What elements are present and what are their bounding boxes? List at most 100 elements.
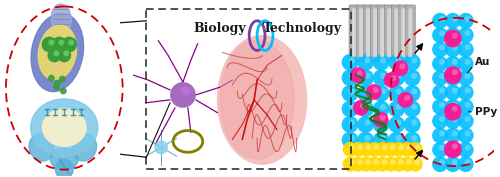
Circle shape: [353, 100, 369, 116]
Circle shape: [364, 57, 370, 63]
Circle shape: [181, 86, 191, 96]
Circle shape: [342, 116, 358, 133]
Circle shape: [400, 142, 414, 157]
Circle shape: [366, 84, 382, 100]
Circle shape: [445, 56, 461, 72]
Circle shape: [382, 144, 388, 150]
Circle shape: [445, 13, 461, 29]
Circle shape: [452, 130, 458, 136]
Circle shape: [408, 142, 422, 157]
Circle shape: [54, 80, 61, 87]
Circle shape: [452, 33, 458, 39]
Circle shape: [458, 42, 473, 57]
Circle shape: [432, 13, 448, 29]
FancyBboxPatch shape: [384, 5, 394, 61]
Circle shape: [439, 145, 445, 151]
FancyBboxPatch shape: [370, 5, 380, 61]
Ellipse shape: [52, 4, 71, 34]
Circle shape: [406, 144, 412, 150]
Circle shape: [432, 99, 448, 115]
Circle shape: [458, 142, 473, 158]
Circle shape: [357, 116, 374, 133]
Circle shape: [342, 85, 358, 102]
Circle shape: [68, 39, 74, 45]
Circle shape: [464, 102, 470, 108]
Circle shape: [464, 59, 470, 65]
Circle shape: [439, 130, 445, 136]
Circle shape: [432, 113, 448, 129]
Circle shape: [404, 85, 420, 102]
Circle shape: [52, 37, 67, 52]
Ellipse shape: [218, 36, 306, 164]
Circle shape: [439, 159, 445, 165]
Circle shape: [388, 69, 405, 86]
Circle shape: [452, 159, 458, 165]
Circle shape: [380, 104, 386, 110]
Circle shape: [445, 99, 461, 115]
Circle shape: [445, 85, 461, 100]
Circle shape: [414, 159, 420, 165]
Circle shape: [445, 113, 461, 129]
Circle shape: [452, 30, 458, 36]
Bar: [146, 9, 351, 169]
Circle shape: [458, 128, 473, 143]
Circle shape: [375, 142, 390, 157]
Circle shape: [392, 142, 406, 157]
Circle shape: [388, 85, 405, 102]
Circle shape: [396, 135, 402, 141]
Circle shape: [60, 87, 66, 95]
Circle shape: [349, 144, 355, 150]
Circle shape: [432, 85, 448, 100]
Circle shape: [396, 119, 402, 125]
Circle shape: [404, 132, 420, 149]
Circle shape: [374, 144, 380, 150]
Circle shape: [445, 156, 461, 172]
Circle shape: [411, 135, 417, 141]
FancyBboxPatch shape: [363, 5, 373, 61]
Circle shape: [373, 87, 378, 93]
Circle shape: [357, 85, 374, 102]
Circle shape: [364, 73, 370, 79]
Circle shape: [384, 142, 398, 157]
Circle shape: [439, 87, 445, 93]
Circle shape: [342, 157, 357, 172]
Circle shape: [464, 130, 470, 136]
Circle shape: [458, 113, 473, 129]
Circle shape: [444, 140, 462, 158]
Ellipse shape: [42, 109, 86, 146]
Circle shape: [58, 48, 71, 62]
Circle shape: [439, 59, 445, 65]
Circle shape: [444, 30, 462, 47]
Circle shape: [445, 142, 461, 158]
Circle shape: [364, 119, 370, 125]
Ellipse shape: [38, 25, 76, 80]
Circle shape: [380, 115, 386, 121]
Circle shape: [359, 157, 374, 172]
Circle shape: [452, 102, 458, 108]
Circle shape: [396, 104, 402, 110]
Circle shape: [357, 144, 363, 150]
Circle shape: [388, 116, 405, 133]
Circle shape: [396, 88, 402, 94]
Circle shape: [349, 135, 355, 141]
FancyBboxPatch shape: [387, 8, 391, 57]
Circle shape: [388, 132, 405, 149]
Circle shape: [404, 69, 420, 86]
Circle shape: [59, 76, 66, 82]
Circle shape: [392, 157, 406, 172]
Circle shape: [373, 112, 388, 128]
Circle shape: [432, 70, 448, 86]
Circle shape: [342, 69, 358, 86]
Circle shape: [411, 73, 417, 79]
Circle shape: [452, 116, 458, 122]
Circle shape: [390, 75, 396, 81]
Ellipse shape: [30, 99, 98, 156]
Circle shape: [411, 57, 417, 63]
Circle shape: [380, 135, 386, 141]
Circle shape: [432, 156, 448, 172]
Circle shape: [360, 103, 366, 109]
FancyBboxPatch shape: [359, 8, 363, 57]
Circle shape: [48, 75, 55, 82]
Circle shape: [452, 73, 458, 79]
Circle shape: [351, 157, 366, 172]
